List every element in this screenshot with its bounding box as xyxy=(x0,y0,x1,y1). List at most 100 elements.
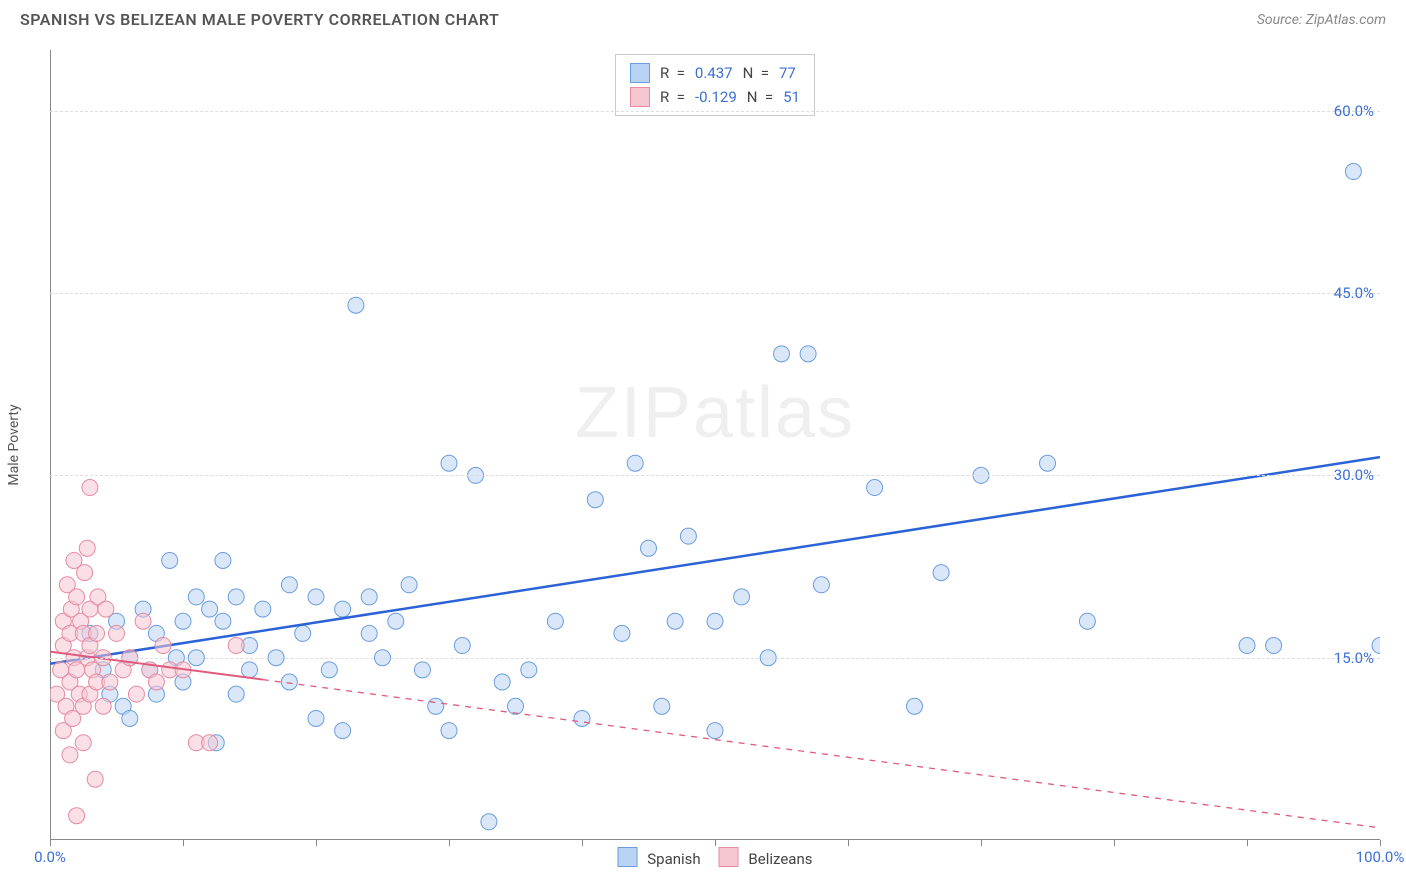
scatter-point-spanish xyxy=(401,577,417,593)
x-tick xyxy=(183,840,184,846)
x-tick xyxy=(1380,840,1381,846)
scatter-point-spanish xyxy=(813,577,829,593)
source-label: Source: ZipAtlas.com xyxy=(1257,12,1386,28)
scatter-point-spanish xyxy=(494,674,510,690)
scatter-point-spanish xyxy=(414,662,430,678)
scatter-point-spanish xyxy=(162,552,178,568)
scatter-point-spanish xyxy=(1239,638,1255,654)
scatter-point-spanish xyxy=(188,589,204,605)
scatter-point-spanish xyxy=(215,552,231,568)
trendline-dashed-belizeans xyxy=(263,680,1380,828)
scatter-point-belizeans xyxy=(155,638,171,654)
scatter-point-spanish xyxy=(654,698,670,714)
trendline-spanish xyxy=(50,457,1380,664)
scatter-point-spanish xyxy=(441,723,457,739)
y-tick-label: 30.0% xyxy=(1334,466,1374,484)
legend-stats-box: R = 0.437 N = 77 R = -0.129 N = 51 xyxy=(615,54,815,116)
x-tick xyxy=(715,840,716,846)
x-tick xyxy=(1247,840,1248,846)
scatter-point-spanish xyxy=(295,625,311,641)
legend-label-belizeans: Belizeans xyxy=(748,850,812,868)
scatter-point-spanish xyxy=(641,540,657,556)
scatter-point-belizeans xyxy=(95,698,111,714)
scatter-point-spanish xyxy=(228,589,244,605)
scatter-point-spanish xyxy=(1345,164,1361,180)
scatter-point-belizeans xyxy=(75,735,91,751)
scatter-point-spanish xyxy=(574,710,590,726)
scatter-point-spanish xyxy=(707,723,723,739)
gridline-h xyxy=(50,475,1380,476)
legend-item-belizeans: Belizeans xyxy=(719,847,813,868)
x-tick-label: 0.0% xyxy=(34,848,66,866)
scatter-point-spanish xyxy=(867,480,883,496)
scatter-point-spanish xyxy=(933,565,949,581)
y-axis-label: Male Poverty xyxy=(6,404,22,485)
legend-stats-row-belizeans: R = -0.129 N = 51 xyxy=(630,85,800,109)
scatter-point-belizeans xyxy=(148,674,164,690)
x-tick xyxy=(449,840,450,846)
scatter-point-spanish xyxy=(521,662,537,678)
scatter-point-belizeans xyxy=(228,638,244,654)
scatter-point-spanish xyxy=(547,613,563,629)
scatter-point-spanish xyxy=(587,492,603,508)
scatter-point-spanish xyxy=(680,528,696,544)
chart-title: SPANISH VS BELIZEAN MALE POVERTY CORRELA… xyxy=(20,10,499,29)
n-label: N = xyxy=(743,61,769,85)
scatter-point-spanish xyxy=(215,613,231,629)
scatter-point-spanish xyxy=(361,625,377,641)
scatter-point-spanish xyxy=(508,698,524,714)
scatter-point-belizeans xyxy=(202,735,218,751)
scatter-point-spanish xyxy=(1040,455,1056,471)
scatter-point-belizeans xyxy=(79,540,95,556)
x-tick xyxy=(582,840,583,846)
r-label: R = xyxy=(660,61,685,85)
scatter-point-spanish xyxy=(281,577,297,593)
scatter-point-spanish xyxy=(734,589,750,605)
scatter-point-spanish xyxy=(907,698,923,714)
scatter-point-spanish xyxy=(122,710,138,726)
scatter-plot-svg xyxy=(50,50,1380,840)
x-tick xyxy=(1114,840,1115,846)
scatter-point-spanish xyxy=(1266,638,1282,654)
scatter-point-spanish xyxy=(335,723,351,739)
chart-header: SPANISH VS BELIZEAN MALE POVERTY CORRELA… xyxy=(0,0,1406,33)
gridline-h xyxy=(50,111,1380,112)
r-value-spanish: 0.437 xyxy=(695,61,733,85)
n-label: N = xyxy=(747,85,773,109)
y-tick-label: 60.0% xyxy=(1334,102,1374,120)
scatter-point-spanish xyxy=(281,674,297,690)
scatter-point-spanish xyxy=(1079,613,1095,629)
legend-label-spanish: Spanish xyxy=(647,850,700,868)
gridline-h xyxy=(50,293,1380,294)
scatter-point-belizeans xyxy=(135,613,151,629)
legend-series: Spanish Belizeans xyxy=(618,847,813,868)
scatter-point-spanish xyxy=(361,589,377,605)
legend-item-spanish: Spanish xyxy=(618,847,701,868)
legend-swatch-belizeans xyxy=(630,87,650,107)
scatter-point-spanish xyxy=(388,613,404,629)
scatter-point-spanish xyxy=(667,613,683,629)
gridline-h xyxy=(50,658,1380,659)
scatter-point-belizeans xyxy=(109,625,125,641)
scatter-point-spanish xyxy=(308,589,324,605)
scatter-point-belizeans xyxy=(87,771,103,787)
x-tick xyxy=(50,840,51,846)
x-tick xyxy=(848,840,849,846)
y-tick-label: 15.0% xyxy=(1334,649,1374,667)
scatter-point-belizeans xyxy=(102,674,118,690)
x-tick xyxy=(981,840,982,846)
r-value-belizeans: -0.129 xyxy=(695,85,737,109)
chart-area: Male Poverty R = 0.437 N = 77 R = -0.129… xyxy=(50,50,1380,840)
x-tick xyxy=(316,840,317,846)
scatter-point-spanish xyxy=(242,662,258,678)
x-tick-label: 100.0% xyxy=(1356,848,1405,866)
scatter-point-spanish xyxy=(348,297,364,313)
scatter-point-belizeans xyxy=(89,625,105,641)
scatter-point-belizeans xyxy=(77,565,93,581)
scatter-point-spanish xyxy=(800,346,816,362)
legend-swatch-spanish xyxy=(630,63,650,83)
scatter-point-belizeans xyxy=(69,589,85,605)
legend-stats-row-spanish: R = 0.437 N = 77 xyxy=(630,61,800,85)
scatter-point-spanish xyxy=(175,613,191,629)
scatter-point-spanish xyxy=(774,346,790,362)
